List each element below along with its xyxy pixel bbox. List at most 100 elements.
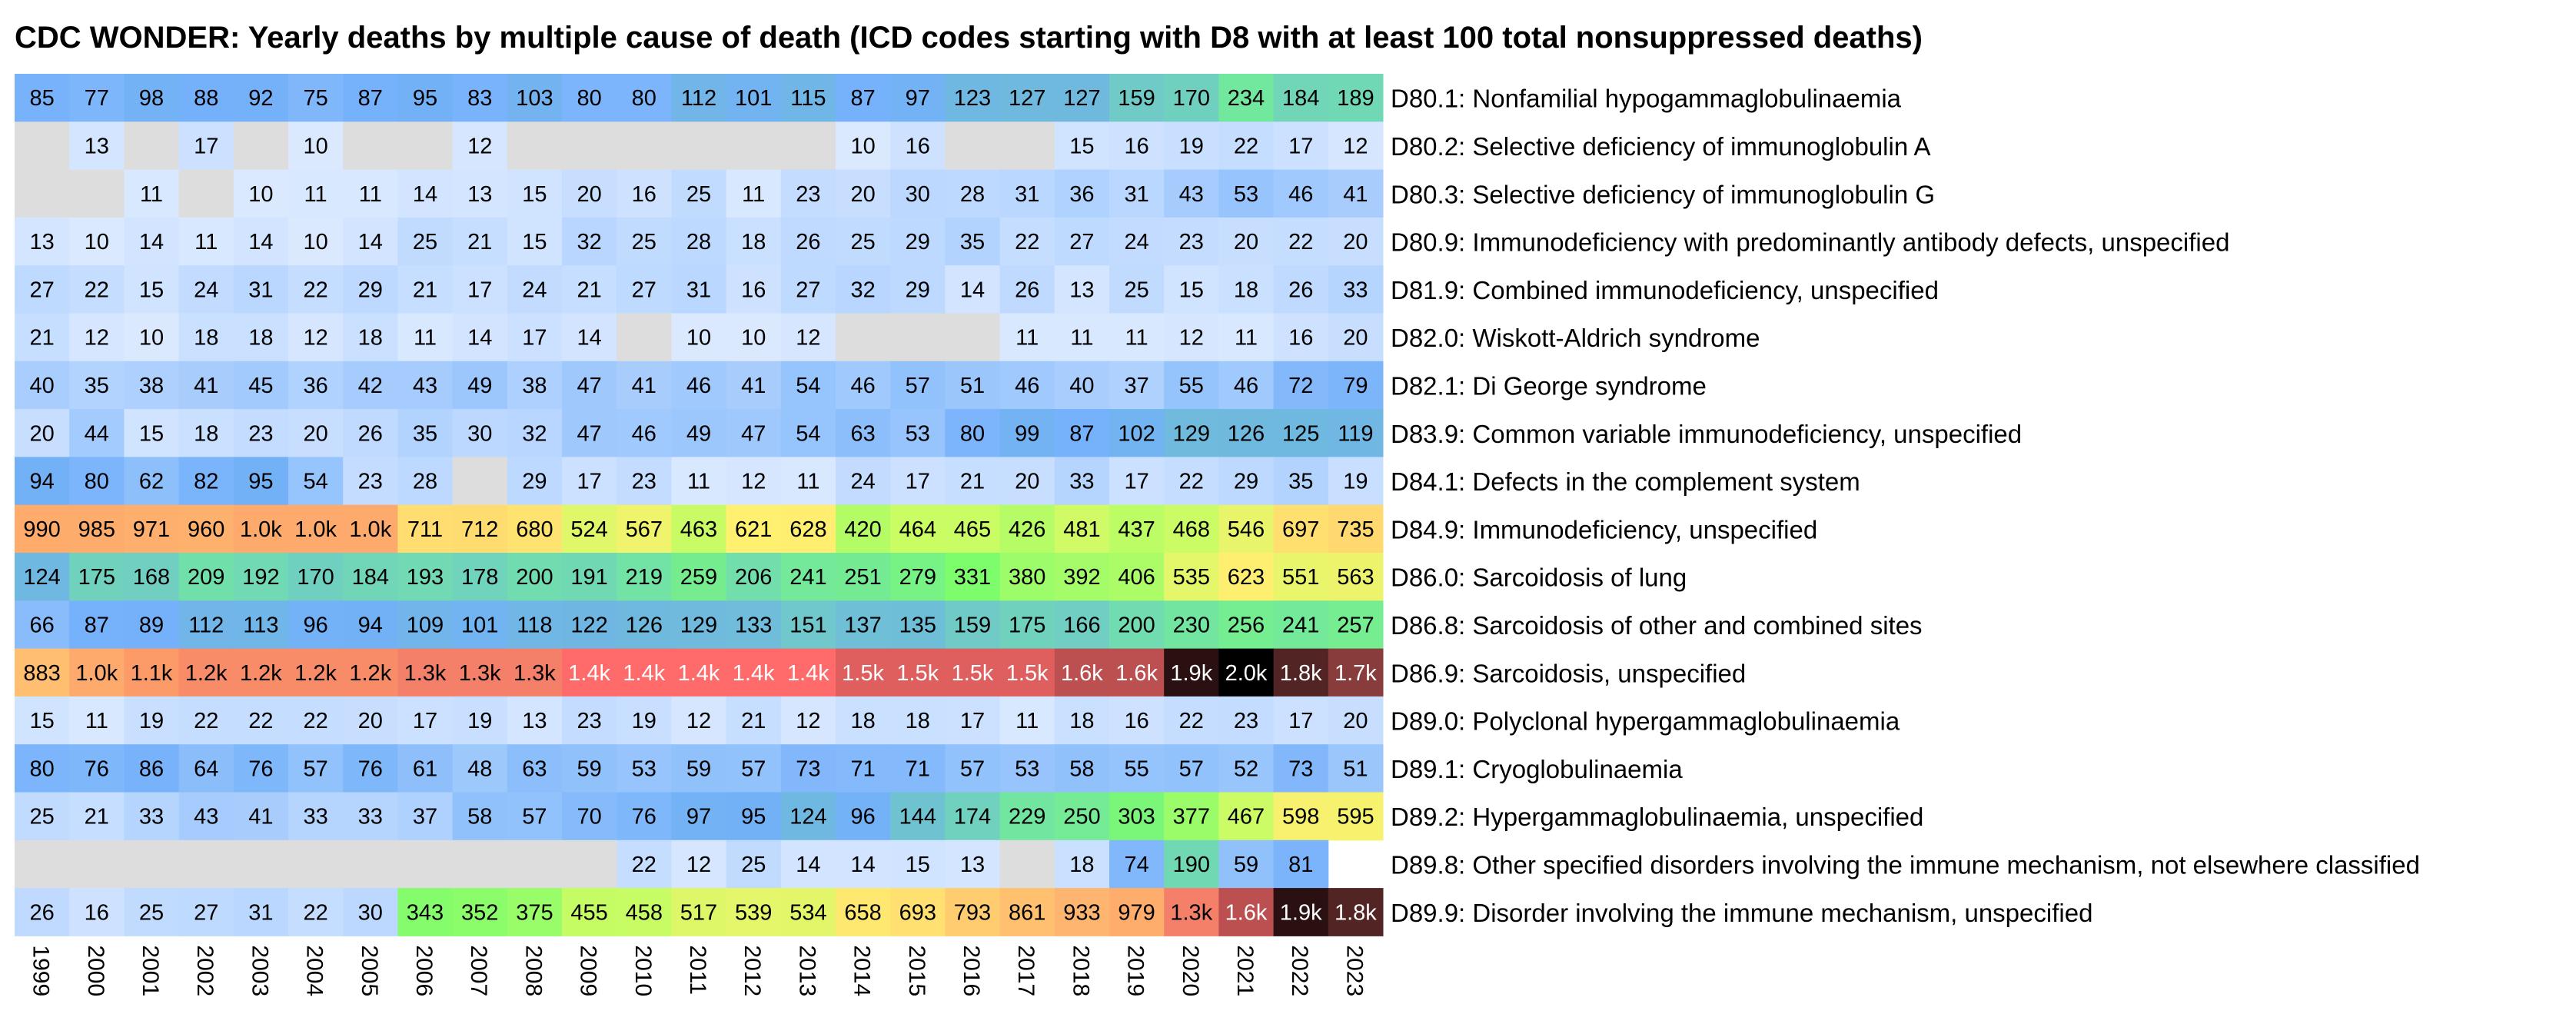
cell-value-label: 55	[1124, 756, 1148, 781]
heatmap-cell	[452, 265, 508, 314]
heatmap-cell	[780, 74, 836, 122]
cell-value-label: 13	[1069, 278, 1094, 302]
cell-value-label: 985	[78, 517, 115, 542]
cell-value-label: 464	[899, 517, 936, 542]
heatmap-cell	[836, 600, 891, 650]
cell-value-label: 11	[1235, 326, 1258, 351]
cell-value-label: 87	[358, 86, 383, 111]
cell-value-label: 1.6k	[1225, 900, 1268, 925]
cell-value-label: 25	[850, 230, 875, 254]
cell-value-label: 12	[85, 326, 109, 351]
cell-value-label: 26	[29, 900, 54, 925]
cell-value-label: 174	[954, 805, 991, 830]
heatmap-cells: 85 77 98 88 92 75 87 95 83 103 80 80 112 101 115 87 97 12…	[15, 74, 1384, 936]
heatmap-cell	[836, 840, 891, 889]
heatmap-cell	[1054, 74, 1110, 122]
heatmap-cell	[890, 121, 946, 171]
cell-value-label: 17	[1124, 470, 1148, 494]
heatmap-cell	[671, 648, 727, 697]
cell-value-label: 18	[248, 326, 273, 351]
cell-value-label: 20	[1234, 230, 1258, 254]
heatmap-cell	[780, 553, 836, 601]
heatmap-cell	[15, 792, 70, 841]
heatmap-cell	[1218, 888, 1275, 936]
cell-value-label: 793	[954, 900, 991, 925]
heatmap-cell	[726, 744, 782, 793]
heatmap-cell	[1218, 696, 1275, 745]
cell-value-label: 73	[796, 756, 820, 781]
heatmap-cell	[562, 600, 617, 650]
cell-value-label: 80	[85, 470, 109, 494]
row-labels: D80.1: Nonfamilial hypogammaglobulinaemi…	[1391, 85, 2420, 927]
cell-value-label: 1.8k	[1335, 900, 1377, 925]
cell-value-label: 21	[741, 709, 766, 733]
cell-value-label: 57	[1179, 756, 1204, 781]
heatmap-cell	[124, 648, 180, 697]
cell-value-label: 29	[906, 230, 930, 254]
heatmap-cell	[69, 409, 125, 457]
heatmap-cell	[1328, 457, 1384, 506]
cell-value-label: 28	[413, 470, 437, 494]
cell-value-label: 10	[85, 230, 109, 254]
cell-value-label: 21	[413, 278, 437, 302]
heatmap-cell	[69, 504, 125, 554]
x-axis-tick-labels: 1999 2000 2001 2002 2003 2004 2005 2006 2007 2008…	[28, 945, 1368, 996]
heatmap-cell	[178, 840, 234, 889]
heatmap-cell	[562, 888, 617, 936]
heatmap-cell	[343, 169, 398, 218]
cell-value-label: 52	[1234, 756, 1258, 781]
cell-value-label: 24	[850, 470, 875, 494]
cell-value-label: 19	[467, 709, 492, 733]
cell-value-label: 16	[1124, 134, 1148, 158]
cell-value-label: 1.4k	[623, 661, 665, 686]
heatmap-cell	[945, 840, 1001, 889]
heatmap-cell	[124, 74, 180, 122]
heatmap-cell	[1273, 553, 1329, 601]
cell-value-label: 80	[577, 86, 601, 111]
heatmap-cell	[671, 888, 727, 936]
cell-value-label: 467	[1228, 805, 1265, 830]
heatmap-cell	[780, 313, 836, 362]
heatmap-cell	[1218, 74, 1275, 122]
cell-value-label: 38	[139, 374, 164, 398]
heatmap-cell	[124, 313, 180, 362]
heatmap-cell	[124, 361, 180, 410]
cell-value-label: 1.0k	[294, 517, 337, 542]
heatmap-cell	[836, 553, 891, 601]
x-tick-label: 2004	[302, 945, 327, 996]
heatmap-cell	[671, 361, 727, 410]
x-tick-label: 1999	[28, 945, 54, 996]
row-label: D89.0: Polyclonal hypergammaglobulinaemi…	[1391, 707, 1900, 736]
cell-value-label: 102	[1118, 421, 1155, 446]
cell-value-label: 12	[741, 470, 766, 494]
cell-value-label: 20	[1343, 326, 1368, 351]
heatmap-cell	[836, 361, 891, 410]
row-label: D81.9: Combined immunodeficiency, unspec…	[1391, 276, 1939, 304]
heatmap-cell	[288, 265, 344, 314]
heatmap-cell	[890, 648, 946, 697]
heatmap-cell	[1054, 553, 1110, 601]
heatmap-cell	[1218, 553, 1275, 601]
heatmap-cell	[452, 553, 508, 601]
heatmap-cell	[1109, 600, 1165, 650]
heatmap-cell	[15, 744, 70, 793]
heatmap-cell	[15, 504, 70, 554]
cell-value-label: 112	[681, 86, 716, 111]
heatmap-cell	[178, 504, 234, 554]
heatmap-cell	[780, 888, 836, 936]
cell-value-label: 123	[954, 86, 991, 111]
cell-value-label: 230	[1173, 613, 1210, 637]
heatmap-cell	[69, 792, 125, 841]
heatmap-cell	[617, 169, 672, 218]
heatmap-cell	[1218, 217, 1275, 266]
cell-value-label: 595	[1337, 805, 1374, 830]
heatmap-cell	[124, 696, 180, 745]
heatmap-cell	[780, 648, 836, 697]
heatmap-cell	[999, 409, 1055, 457]
heatmap-cell	[343, 648, 398, 697]
cell-value-label: 30	[358, 900, 383, 925]
cell-value-label: 189	[1337, 86, 1374, 111]
heatmap-cell	[1273, 648, 1329, 697]
heatmap-cell	[69, 600, 125, 650]
heatmap-cell	[288, 74, 344, 122]
